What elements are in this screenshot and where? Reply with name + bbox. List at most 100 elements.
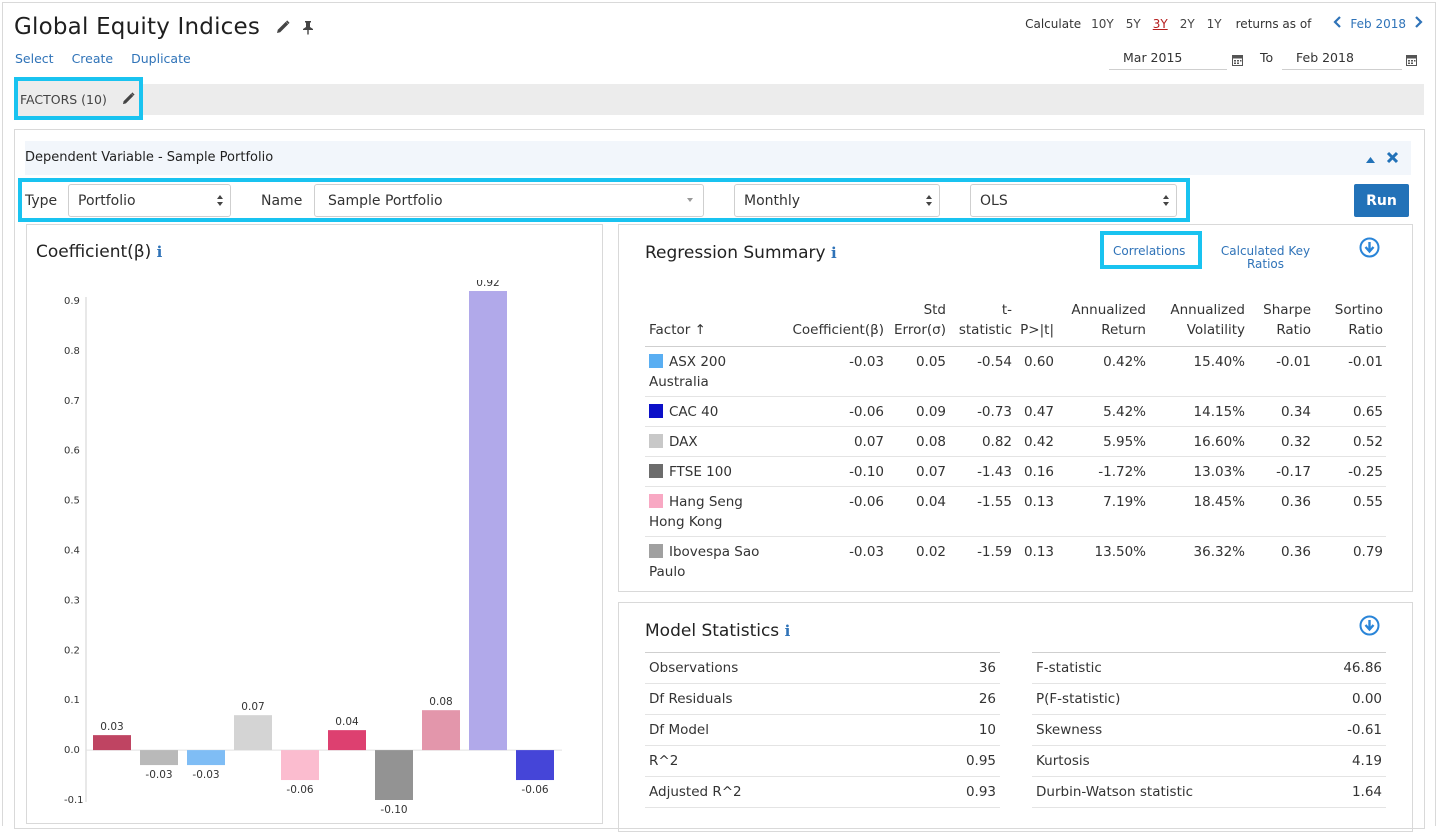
annualized-volatility-cell: 14.15% [1149,396,1248,427]
run-button[interactable]: Run [1354,184,1409,217]
model-stat-value: 1.64 [1351,784,1382,800]
factors-toggle[interactable]: FACTORS (10) [14,77,143,120]
select-link[interactable]: Select [15,51,54,66]
period-10y[interactable]: 10Y [1091,16,1114,31]
column-header-coefficient[interactable]: Coefficient(β) [783,300,887,347]
correlations-link[interactable]: Correlations [1113,244,1186,258]
to-label: To [1260,50,1274,65]
factor-cell: Ibovespa Sao Paulo [645,536,783,581]
y-tick-label: 0.4 [64,546,80,557]
factor-cell: ASX 200 Australia [645,346,783,397]
regression-summary-title: Regression Summary i [645,243,837,263]
to-date-field[interactable]: Feb 2018 [1282,46,1402,70]
period-5y[interactable]: 5Y [1125,16,1141,31]
type-select[interactable]: Portfolio [68,184,231,217]
bar-value-label: -0.03 [145,769,172,781]
model-statistics-title: Model Statistics i [645,621,790,641]
model-stat-label: F-statistic [1036,660,1102,676]
column-header-t-statistic[interactable]: t-statistic [949,300,1015,347]
bar-value-label: 0.07 [241,701,264,713]
column-header-std-error[interactable]: Std Error(σ) [887,300,949,347]
column-header-p-value[interactable]: P>|t| [1015,300,1057,347]
sharpe-ratio-cell: 0.34 [1248,396,1314,427]
factor-cell: DAX [645,426,783,457]
info-icon[interactable]: i [784,622,791,640]
column-header-annualized-volatility[interactable]: Annualized Volatility [1149,300,1248,347]
regression-table-viewport[interactable]: Factor ↑ Coefficient(β) Std Error(σ) t-s… [619,225,1412,581]
coefficient-cell: -0.06 [783,396,887,427]
chevron-left-icon[interactable] [1333,16,1342,31]
table-row[interactable]: DAX 0.07 0.08 0.82 0.42 5.95% 16.60% 0.32 0.52 [645,426,1386,457]
calculate-label: Calculate [1025,16,1082,31]
annualized-volatility-cell: 18.45% [1149,486,1248,537]
column-header-annualized-return[interactable]: Annualized Return [1057,300,1149,347]
table-row[interactable]: Hang Seng Hong Kong -0.06 0.04 -1.55 0.13 7.1… [645,486,1386,537]
calculated-key-ratios-link[interactable]: Calculated Key Ratios [1220,244,1311,271]
p-value-cell: 0.47 [1015,396,1057,427]
calendar-icon[interactable] [1406,51,1417,70]
chevron-right-icon[interactable] [1414,16,1423,31]
p-value-cell: 0.16 [1015,456,1057,487]
chart-bar [422,710,460,751]
coefficient-cell: -0.03 [783,346,887,397]
model-stat-label: Skewness [1036,722,1103,738]
close-icon[interactable] [1386,149,1399,168]
model-stat-value: -0.61 [1347,722,1382,738]
factor-name: FTSE 100 [669,464,732,480]
table-row[interactable]: Ibovespa Sao Paulo -0.03 0.02 -1.59 0.13 13.5… [645,536,1386,581]
as-of-month[interactable]: Feb 2018 [1350,16,1406,31]
bar-value-label: -0.03 [192,769,219,781]
chart-bar [375,750,413,800]
model-stat-row: Df Residuals 26 [645,684,1000,715]
coefficient-cell: 0.07 [783,426,887,457]
t-statistic-cell: -1.55 [949,486,1015,537]
info-icon[interactable]: i [830,244,837,262]
table-row[interactable]: CAC 40 -0.06 0.09 -0.73 0.47 5.42% 14.15% 0.34 0… [645,396,1386,427]
pencil-icon[interactable] [276,20,290,35]
t-statistic-cell: 0.82 [949,426,1015,457]
coefficient-panel [26,224,603,824]
pin-icon[interactable] [302,20,314,35]
download-icon[interactable] [1359,237,1380,262]
bar-value-label: -0.10 [380,804,407,816]
table-row[interactable]: ASX 200 Australia -0.03 0.05 -0.54 0.60 0.42%… [645,346,1386,397]
dependent-variable-selectors [18,178,1190,222]
table-row[interactable]: FTSE 100 -0.10 0.07 -1.43 0.16 -1.72% 13.03% -0… [645,456,1386,487]
t-statistic-cell: -1.43 [949,456,1015,487]
pencil-icon[interactable] [122,92,135,105]
column-header-factor[interactable]: Factor ↑ [645,300,783,347]
factor-name: DAX [669,434,698,450]
t-statistic-cell: -1.59 [949,536,1015,581]
returns-as-of-label: returns as of [1235,16,1312,31]
info-icon[interactable]: i [156,243,163,261]
y-tick-label: 0.6 [64,446,80,457]
sharpe-ratio-cell: 0.32 [1248,426,1314,457]
chart-bar [328,730,366,751]
period-1y[interactable]: 1Y [1206,16,1222,31]
annualized-return-cell: 5.95% [1057,426,1149,457]
duplicate-link[interactable]: Duplicate [131,51,191,66]
column-header-sortino[interactable]: Sortino Ratio [1314,300,1386,347]
frequency-select[interactable]: Monthly [734,184,940,217]
correlations-tab[interactable]: Correlations [1100,231,1202,269]
name-select[interactable]: Sample Portfolio [314,184,704,217]
column-header-sharpe[interactable]: Sharpe Ratio [1248,300,1314,347]
create-link[interactable]: Create [71,51,114,66]
method-select[interactable]: OLS [970,184,1177,217]
type-label: Type [25,193,58,209]
model-stat-value: 36 [978,660,996,676]
period-2y[interactable]: 2Y [1179,16,1195,31]
coefficient-chart: 0.9 0.8 0.7 0.6 0.5 0.4 0.3 0.2 0.1 0.0 -0.1 0.03 -0… [64,280,562,816]
bar-value-label: 0.03 [100,721,123,733]
divider [645,652,1000,653]
model-stat-label: Observations [649,660,739,676]
period-3y[interactable]: 3Y [1152,16,1168,31]
from-date-field[interactable]: Mar 2015 [1109,46,1227,70]
title-actions [276,20,314,35]
calendar-icon[interactable] [1232,51,1243,70]
name-select-value: Sample Portfolio [328,193,443,209]
coefficient-cell: -0.10 [783,456,887,487]
bar-value-label: -0.06 [521,784,548,796]
chevron-up-icon[interactable] [1365,149,1376,168]
download-icon[interactable] [1359,615,1380,640]
